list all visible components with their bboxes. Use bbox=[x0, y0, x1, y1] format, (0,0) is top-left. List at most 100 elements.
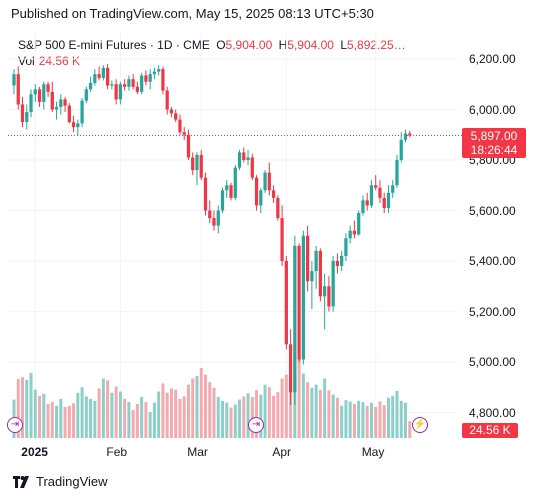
candle-body bbox=[352, 230, 357, 235]
volume-bar bbox=[391, 395, 395, 438]
candle-body bbox=[408, 133, 412, 136]
candle-body bbox=[306, 235, 310, 282]
candle-body bbox=[250, 157, 254, 178]
candle-body bbox=[314, 250, 318, 272]
candle-body bbox=[127, 79, 131, 87]
candle-body bbox=[131, 79, 135, 87]
volume-bar bbox=[38, 395, 42, 438]
volume-bar bbox=[89, 398, 93, 438]
footer-brand[interactable]: TradingView bbox=[12, 474, 108, 489]
candle-body bbox=[340, 255, 344, 267]
brand-label: TradingView bbox=[36, 474, 108, 489]
volume-bar bbox=[386, 397, 390, 438]
volume-bar bbox=[297, 355, 301, 438]
volume-bar bbox=[140, 397, 144, 438]
low-label: L bbox=[340, 38, 348, 52]
volume-bar bbox=[408, 421, 412, 438]
volume-bar bbox=[238, 399, 242, 438]
volume-bar bbox=[93, 400, 97, 438]
candlestick-chart[interactable] bbox=[0, 0, 543, 470]
volume-bar bbox=[272, 395, 276, 438]
candle-body bbox=[374, 185, 378, 188]
open-value: 5,904.00 bbox=[225, 38, 273, 52]
volume-bar bbox=[63, 407, 67, 438]
x-tick-label: 2025 bbox=[21, 445, 48, 459]
volume-bar bbox=[169, 388, 173, 438]
last-price-badge: 5,897.00 18:26:44 bbox=[462, 128, 526, 158]
volume-bar bbox=[174, 389, 178, 438]
candle-body bbox=[293, 245, 297, 393]
volume-bar bbox=[284, 374, 288, 438]
candle-body bbox=[63, 99, 67, 106]
volume-bar bbox=[259, 394, 263, 438]
volume-bar bbox=[225, 402, 229, 438]
volume-bar bbox=[80, 387, 84, 438]
lightning-icon[interactable]: ⚡ bbox=[412, 417, 428, 433]
volume-bar bbox=[16, 379, 20, 438]
volume-bar bbox=[84, 396, 88, 438]
volume-bar bbox=[357, 400, 361, 438]
volume-bar bbox=[182, 396, 186, 438]
volume-bar bbox=[186, 384, 190, 438]
volume-bar bbox=[374, 407, 378, 438]
volume-legend: Vol 24.56 K bbox=[18, 54, 80, 68]
volume-bar bbox=[267, 387, 271, 438]
volume-bar bbox=[72, 403, 76, 438]
volume-bar bbox=[55, 405, 59, 438]
candle-body bbox=[123, 84, 127, 87]
candle-body bbox=[284, 261, 288, 345]
candle-body bbox=[208, 210, 212, 219]
volume-bar bbox=[404, 402, 407, 438]
candle-body bbox=[182, 132, 186, 135]
candle-body bbox=[161, 69, 165, 91]
candle-body bbox=[12, 74, 16, 86]
candle-body bbox=[33, 89, 37, 95]
volume-bar bbox=[369, 402, 373, 438]
high-value: 5,904.00 bbox=[287, 38, 334, 52]
candle-body bbox=[42, 84, 46, 102]
volume-bar bbox=[21, 377, 24, 438]
volume-bar bbox=[114, 386, 118, 438]
arrow-right-circle-icon[interactable]: ⇥ bbox=[7, 417, 23, 433]
candle-body bbox=[195, 154, 199, 171]
tradingview-logo-icon bbox=[13, 475, 29, 488]
volume-bar bbox=[178, 398, 182, 438]
candle-body bbox=[395, 160, 399, 186]
volume-bar bbox=[148, 411, 152, 438]
volume-bar bbox=[42, 393, 46, 438]
candle-body bbox=[84, 89, 88, 101]
volume-bar bbox=[352, 403, 356, 438]
arrow-right-circle-icon[interactable]: ⇥ bbox=[248, 417, 264, 433]
candle-body bbox=[357, 213, 361, 235]
volume-badge: 24.56 K bbox=[462, 423, 518, 438]
volume-bar bbox=[157, 391, 161, 438]
candle-body bbox=[37, 89, 42, 102]
volume-bar bbox=[208, 382, 212, 438]
volume-bar bbox=[340, 405, 344, 438]
volume-bar bbox=[204, 374, 207, 438]
y-tick-label: 4,800.00 bbox=[469, 405, 516, 420]
volume-bar bbox=[301, 373, 305, 438]
y-tick-label: 5,000.00 bbox=[469, 355, 516, 369]
candle-body bbox=[382, 197, 386, 208]
volume-bar bbox=[131, 410, 135, 438]
volume-bar bbox=[331, 394, 335, 438]
volume-bar bbox=[318, 389, 322, 438]
volume-bar bbox=[361, 402, 365, 438]
candle-body bbox=[310, 271, 314, 282]
y-tick-label: 5,400.00 bbox=[469, 254, 516, 268]
low-value: 5,892.25… bbox=[347, 38, 406, 52]
volume-bar bbox=[195, 376, 199, 438]
candle-body bbox=[280, 218, 284, 261]
candle-body bbox=[335, 261, 340, 267]
candle-body bbox=[301, 235, 305, 360]
candle-body bbox=[271, 190, 276, 198]
volume-bar bbox=[378, 401, 382, 438]
y-tick-label: 6,200.00 bbox=[469, 52, 516, 66]
candle-body bbox=[50, 91, 54, 110]
volume-bar bbox=[242, 396, 246, 438]
x-tick-label: May bbox=[361, 445, 385, 459]
candle-body bbox=[399, 139, 403, 160]
candle-body bbox=[344, 238, 348, 256]
candle-body bbox=[259, 190, 263, 206]
